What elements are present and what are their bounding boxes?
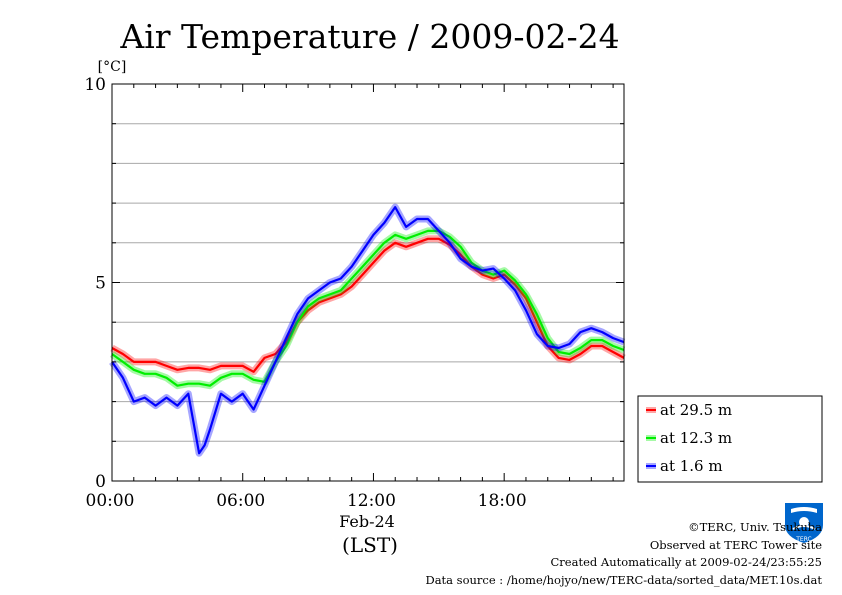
date-label: Feb-24 [339,512,395,531]
y-tick-labels: 0 5 10 [84,75,106,492]
x-tick-label: 00:00 [86,491,135,511]
y-tick-label: 0 [95,472,106,492]
chart-title: Air Temperature / 2009-02-24 [119,17,619,56]
series-layer [109,203,626,457]
credit-copyright: ©TERC, Univ. Tsukuba [688,520,822,534]
series-halo-1 [109,227,626,390]
logo-text: TERC [795,536,812,543]
terc-logo-icon: TERC [785,503,823,543]
legend-label: at 12.3 m [660,429,732,447]
x-tick-labels: 00:00 06:00 12:00 18:00 [86,491,527,511]
y-tick-label: 5 [95,274,106,294]
credit-source: Data source : /home/hojyo/new/TERC-data/… [425,573,822,587]
legend-label: at 29.5 m [660,401,732,419]
x-axis-label: (LST) [342,533,398,557]
credit-observed: Observed at TERC Tower site [649,538,822,552]
series-line-0 [111,237,625,373]
credit-created: Created Automatically at 2009-02-24/23:5… [550,555,823,569]
legend-label: at 1.6 m [660,457,723,475]
legend-box [637,395,823,483]
y-tick-label: 10 [84,75,106,95]
x-tick-label: 12:00 [347,491,396,511]
y-axis-unit: [°C] [98,59,127,75]
series-line-2 [111,206,625,455]
x-tick-label: 18:00 [478,491,527,511]
x-tick-label: 06:00 [216,491,265,511]
legend: at 29.5 m at 12.3 m at 1.6 m [637,395,823,483]
axis-ticks [111,83,624,482]
series-line-1 [111,229,625,387]
